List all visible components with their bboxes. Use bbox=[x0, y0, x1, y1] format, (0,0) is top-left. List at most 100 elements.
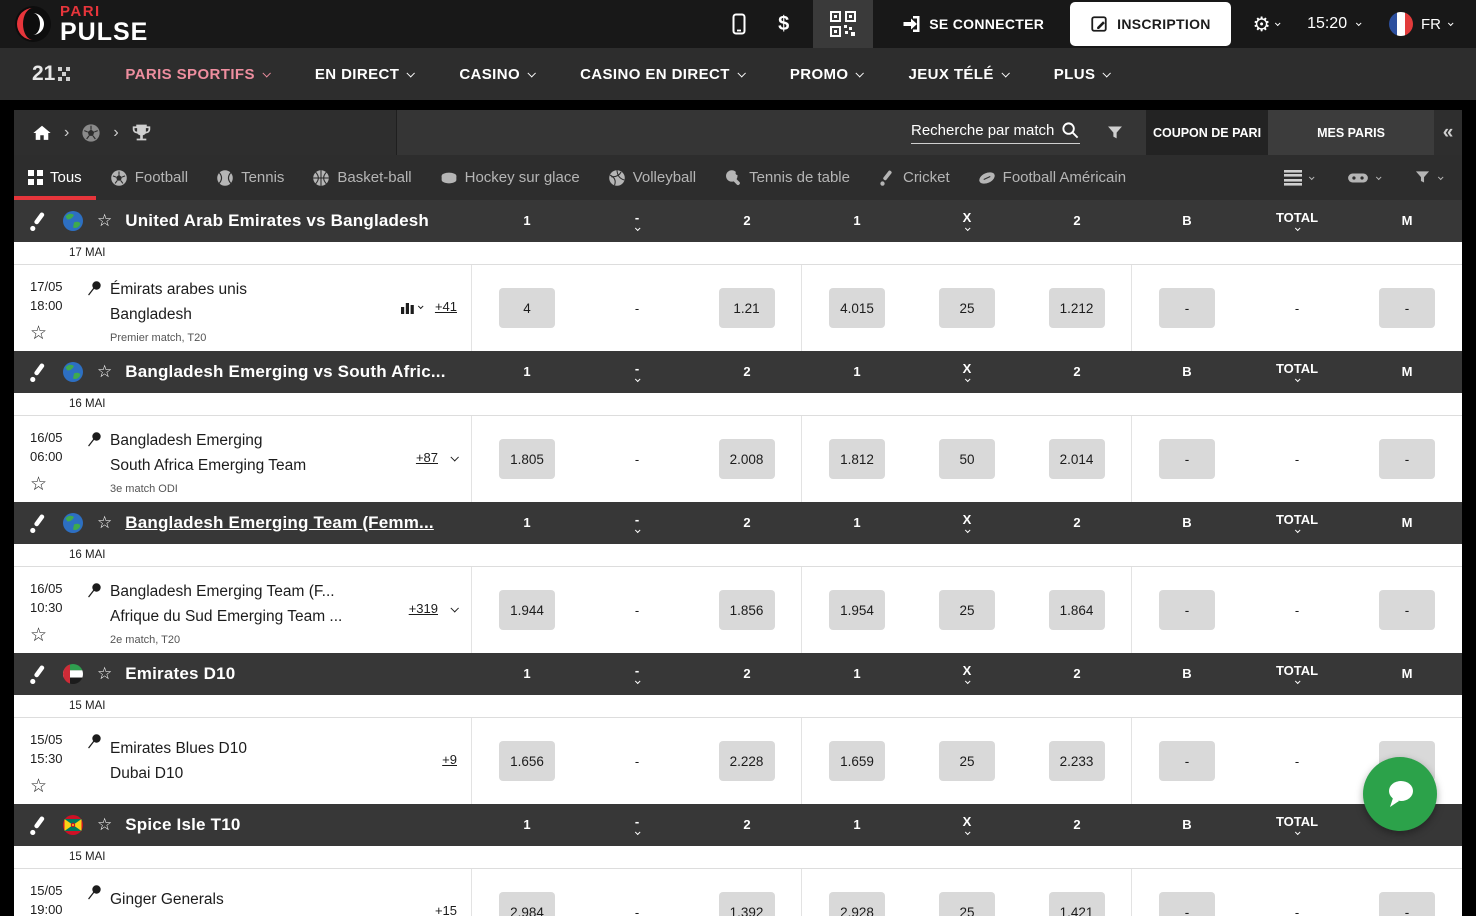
league-title[interactable]: United Arab Emirates vs Bangladesh bbox=[125, 211, 430, 230]
odds-button[interactable]: 1.812 bbox=[829, 439, 885, 479]
pin-icon[interactable] bbox=[86, 280, 102, 351]
odds-column-header[interactable]: TOTAL bbox=[1242, 653, 1352, 695]
pin-icon[interactable] bbox=[86, 733, 102, 804]
login-button[interactable]: SE CONNECTER bbox=[883, 14, 1062, 34]
settings-menu[interactable]: ⚙ bbox=[1239, 12, 1293, 37]
odds-button[interactable]: 1.659 bbox=[829, 741, 885, 781]
odds-button[interactable]: 1.856 bbox=[718, 590, 775, 630]
tab-volleyball[interactable]: Volleyball bbox=[594, 155, 710, 200]
signup-button[interactable]: INSCRIPTION bbox=[1070, 2, 1231, 46]
odds-button[interactable]: - bbox=[1159, 439, 1215, 479]
odds-button[interactable]: - bbox=[1379, 590, 1435, 630]
nav-plus[interactable]: PLUS bbox=[1054, 66, 1112, 83]
time-selector[interactable]: 15:20 bbox=[1293, 15, 1374, 33]
odds-column-header[interactable]: - bbox=[582, 653, 692, 695]
odds-button[interactable]: 50 bbox=[939, 439, 995, 479]
odds-button[interactable]: - bbox=[1379, 288, 1435, 328]
pin-icon[interactable] bbox=[86, 431, 102, 502]
odds-button[interactable]: 25 bbox=[939, 288, 995, 328]
favorite-star-icon[interactable]: ☆ bbox=[97, 211, 113, 230]
pin-icon[interactable] bbox=[86, 884, 102, 916]
league-title[interactable]: Spice Isle T10 bbox=[125, 815, 241, 834]
odds-button[interactable]: - bbox=[1159, 892, 1215, 916]
favorite-star-icon[interactable]: ☆ bbox=[30, 323, 48, 344]
favorite-star-icon[interactable]: ☆ bbox=[97, 362, 113, 381]
odds-column-header[interactable]: - bbox=[582, 804, 692, 846]
bet-slip-tab[interactable]: COUPON DE PARI bbox=[1146, 110, 1268, 155]
qr-code-icon[interactable] bbox=[813, 0, 874, 48]
language-selector[interactable]: FR bbox=[1374, 11, 1466, 37]
trophy-icon[interactable] bbox=[131, 122, 152, 143]
odds-button[interactable]: 2.233 bbox=[1048, 741, 1105, 781]
match-row[interactable]: 15/05 19:00 ☆ Ginger Generals Saffron St… bbox=[14, 869, 1462, 916]
nav-promo[interactable]: PROMO bbox=[790, 66, 865, 83]
pin-icon[interactable] bbox=[86, 582, 102, 653]
odds-button[interactable]: 1.21 bbox=[718, 288, 775, 328]
collapse-panel-icon[interactable]: « bbox=[1434, 110, 1462, 155]
my-bets-tab[interactable]: MES PARIS bbox=[1268, 110, 1434, 155]
more-markets-link[interactable]: +41 bbox=[434, 299, 457, 314]
odds-button[interactable]: 1.954 bbox=[829, 590, 885, 630]
search-icon[interactable] bbox=[1061, 121, 1080, 140]
more-markets-link[interactable]: +319 bbox=[408, 601, 438, 616]
view-mode-selector[interactable] bbox=[1284, 169, 1315, 186]
games-selector[interactable] bbox=[1347, 169, 1382, 187]
mobile-app-icon[interactable] bbox=[714, 13, 764, 35]
odds-button[interactable]: - bbox=[1379, 439, 1435, 479]
home-icon[interactable] bbox=[32, 123, 52, 143]
odds-button[interactable]: - bbox=[1159, 590, 1215, 630]
odds-button[interactable]: - bbox=[1159, 741, 1215, 781]
league-title[interactable]: Emirates D10 bbox=[125, 664, 236, 683]
tab-tous[interactable]: Tous bbox=[14, 155, 96, 200]
odds-button[interactable]: 4.015 bbox=[829, 288, 885, 328]
odds-column-header[interactable]: X bbox=[912, 502, 1022, 544]
match-row[interactable]: 17/05 18:00 ☆ Émirats arabes unis Bangla… bbox=[14, 265, 1462, 351]
league-title[interactable]: Bangladesh Emerging Team (Femm... bbox=[125, 513, 434, 532]
odds-button[interactable]: 4 bbox=[499, 288, 555, 328]
odds-column-header[interactable]: - bbox=[582, 200, 692, 242]
brand-logo[interactable]: PARI PULSE bbox=[14, 4, 148, 45]
filter-funnel-icon[interactable] bbox=[1106, 124, 1124, 142]
odds-column-header[interactable]: - bbox=[582, 351, 692, 393]
odds-button[interactable]: 25 bbox=[939, 590, 995, 630]
live-chat-button[interactable] bbox=[1363, 757, 1437, 831]
odds-button[interactable]: 1.392 bbox=[718, 892, 775, 916]
odds-column-header[interactable]: X bbox=[912, 804, 1022, 846]
nav-en-direct[interactable]: EN DIRECT bbox=[315, 66, 416, 83]
more-markets-link[interactable]: +87 bbox=[415, 450, 438, 465]
odds-filter-selector[interactable] bbox=[1414, 169, 1444, 186]
nav-paris-sportifs[interactable]: PARIS SPORTIFS bbox=[125, 66, 271, 83]
nav-casino[interactable]: CASINO bbox=[459, 66, 537, 83]
sport-cricket-crumb-icon[interactable] bbox=[81, 123, 101, 143]
odds-button[interactable]: 1.656 bbox=[499, 741, 555, 781]
odds-button[interactable]: 2.008 bbox=[718, 439, 775, 479]
odds-column-header[interactable]: X bbox=[912, 653, 1022, 695]
favorite-star-icon[interactable]: ☆ bbox=[97, 513, 113, 532]
more-markets-link[interactable]: +9 bbox=[442, 752, 457, 767]
odds-button[interactable]: - bbox=[1159, 288, 1215, 328]
tab-basketball[interactable]: Basket-ball bbox=[298, 155, 425, 200]
odds-button[interactable]: 1.805 bbox=[499, 439, 555, 479]
favorite-star-icon[interactable]: ☆ bbox=[97, 664, 113, 683]
stats-chart-icon[interactable] bbox=[400, 300, 424, 314]
tab-table-tennis[interactable]: Tennis de table bbox=[710, 155, 864, 200]
odds-column-header[interactable]: TOTAL bbox=[1242, 804, 1352, 846]
odds-column-header[interactable]: - bbox=[582, 502, 692, 544]
odds-column-header[interactable]: TOTAL bbox=[1242, 502, 1352, 544]
odds-column-header[interactable]: X bbox=[912, 351, 1022, 393]
nav-jeux-tele[interactable]: JEUX TÉLÉ bbox=[908, 66, 1010, 83]
tab-cricket[interactable]: Cricket bbox=[864, 155, 964, 200]
odds-button[interactable]: 2.014 bbox=[1048, 439, 1105, 479]
odds-button[interactable]: 25 bbox=[939, 741, 995, 781]
nav-casino-en-direct[interactable]: CASINO EN DIRECT bbox=[580, 66, 746, 83]
match-row[interactable]: 16/05 10:30 ☆ Bangladesh Emerging Team (… bbox=[14, 567, 1462, 653]
odds-button[interactable]: 2.984 bbox=[499, 892, 555, 916]
search-input[interactable] bbox=[911, 122, 1061, 139]
league-title[interactable]: Bangladesh Emerging vs South Afric... bbox=[125, 362, 446, 381]
odds-column-header[interactable]: TOTAL bbox=[1242, 351, 1352, 393]
more-markets-link[interactable]: +15 bbox=[434, 903, 457, 916]
odds-button[interactable]: - bbox=[1379, 892, 1435, 916]
odds-button[interactable]: 2.228 bbox=[718, 741, 775, 781]
match-row[interactable]: 16/05 06:00 ☆ Bangladesh Emerging South … bbox=[14, 416, 1462, 502]
odds-column-header[interactable]: TOTAL bbox=[1242, 200, 1352, 242]
